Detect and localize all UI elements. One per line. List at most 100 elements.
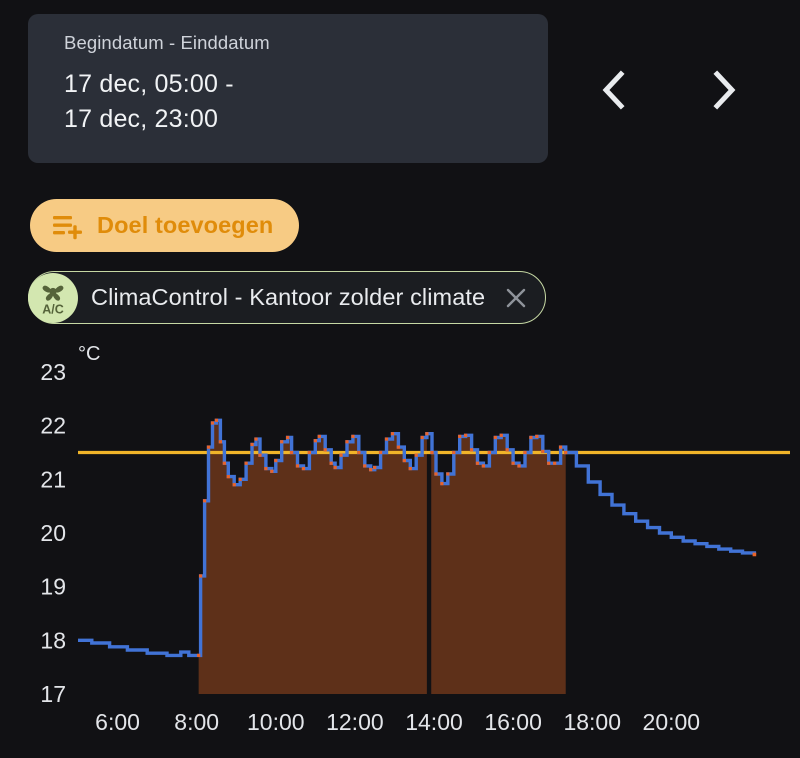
x-axis-tick-label: 8:00 [174, 709, 219, 735]
series-data-point [250, 442, 254, 447]
series-data-point [258, 453, 262, 457]
x-axis-tick-label: 12:00 [326, 709, 384, 735]
y-axis-tick-label: 20 [40, 520, 66, 546]
series-data-point [373, 465, 377, 470]
series-data-point [197, 653, 201, 657]
series-data-point [254, 437, 258, 441]
series-data-point [351, 434, 355, 438]
series-data-point [232, 483, 236, 487]
series-data-point [286, 435, 290, 440]
x-axis-tick-label: 18:00 [563, 709, 621, 735]
series-data-point [396, 445, 400, 449]
series-data-point [210, 421, 215, 425]
entity-chip-climacontrol[interactable]: A/C ClimaControl - Kantoor zolder climat… [28, 271, 547, 324]
y-axis-tick-label: 22 [40, 413, 66, 439]
series-data-point [408, 467, 412, 471]
series-data-point [511, 461, 515, 465]
heating-active-region [431, 433, 566, 694]
chevron-left-icon [602, 70, 625, 110]
x-axis-tick-label: 10:00 [247, 709, 305, 735]
series-data-point [440, 482, 444, 486]
series-data-point [323, 448, 327, 452]
add-goal-button[interactable]: Doel toevoegen [30, 199, 300, 252]
series-data-point [430, 450, 434, 455]
x-axis-tick-label: 16:00 [484, 709, 542, 735]
x-axis-tick-label: 6:00 [95, 709, 140, 735]
series-data-point [402, 458, 406, 463]
series-data-point [345, 440, 349, 444]
series-data-point [270, 469, 274, 473]
series-data-point [535, 434, 539, 438]
series-data-point [558, 445, 563, 449]
series-data-point [487, 450, 491, 455]
series-data-point [333, 465, 337, 470]
daterange-start-value: 17 dec, 05:00 - [64, 69, 234, 98]
series-data-point [529, 435, 533, 440]
series-data-point [425, 432, 429, 436]
series-data-point [547, 461, 551, 465]
daterange-card[interactable]: Begindatum - Einddatum 17 dec, 05:00 - 1… [28, 14, 548, 163]
ac-fan-icon: A/C [42, 285, 64, 316]
daterange-header: Begindatum - Einddatum 17 dec, 05:00 - 1… [0, 0, 800, 180]
close-icon [507, 288, 526, 307]
series-data-point [458, 434, 462, 438]
ac-label: A/C [42, 302, 64, 316]
series-data-point [390, 432, 395, 436]
series-data-point [464, 433, 468, 437]
series-data-point [329, 461, 333, 465]
series-data-point [295, 464, 300, 468]
series-data-point [420, 435, 424, 440]
remove-entity-button[interactable] [503, 285, 529, 311]
series-data-point [313, 439, 317, 443]
avatar: A/C [28, 272, 78, 323]
series-data-point [363, 464, 367, 468]
series-data-point [264, 467, 268, 471]
series-data-point [481, 464, 486, 468]
daterange-label: Begindatum - Einddatum [64, 32, 270, 53]
series-data-point [339, 453, 343, 457]
chart-canvas: °C 23 22 21 20 19 18 17 6:00 8:00 10:00 12:00 14:00 1… [40, 343, 790, 735]
series-data-point [379, 450, 383, 455]
temperature-chart[interactable]: °C 23 22 21 20 19 18 17 6:00 8:00 10:00 12:00 14:00 1… [0, 336, 800, 758]
series-data-point [505, 448, 509, 452]
series-data-point [222, 461, 226, 465]
x-axis-tick-label: 20:00 [643, 709, 701, 735]
chevron-right-icon [713, 70, 736, 110]
series-data-point [752, 552, 757, 557]
previous-period-button[interactable] [588, 64, 640, 116]
series-data-point [553, 461, 557, 465]
series-data-point [214, 418, 219, 422]
series-data-point [369, 468, 373, 472]
series-data-point [206, 445, 211, 449]
entity-chip-label: ClimaControl - Kantoor zolder climate [91, 284, 486, 310]
next-period-button[interactable] [698, 64, 750, 116]
playlist-add-icon [53, 215, 82, 239]
y-axis-tick-label: 21 [40, 466, 66, 492]
series-data-point [446, 472, 450, 476]
series-data-point [307, 450, 311, 455]
series-data-point [499, 433, 503, 437]
series-data-point [218, 440, 222, 444]
series-data-point [301, 467, 306, 471]
y-axis-tick-label: 19 [40, 574, 66, 600]
series-data-point [290, 450, 294, 455]
series-data-point [384, 437, 389, 441]
y-axis-unit: °C [78, 343, 100, 365]
series-data-point [280, 440, 284, 444]
series-data-point [564, 450, 568, 455]
series-data-point [238, 477, 242, 481]
add-goal-label: Doel toevoegen [97, 212, 274, 238]
series-data-point [452, 450, 456, 455]
series-data-point [517, 464, 521, 468]
daterange-end-value: 17 dec, 23:00 [64, 105, 219, 133]
series-data-point [357, 450, 361, 455]
series-data-point [202, 499, 207, 503]
series-data-point [317, 434, 321, 438]
series-data-point [469, 448, 474, 452]
series-data-point [541, 449, 545, 454]
series-data-point [414, 453, 418, 457]
heating-active-region [198, 420, 427, 694]
y-axis-tick-label: 18 [40, 627, 66, 653]
series-data-point [493, 435, 497, 440]
y-axis-tick-label: 17 [40, 681, 66, 707]
